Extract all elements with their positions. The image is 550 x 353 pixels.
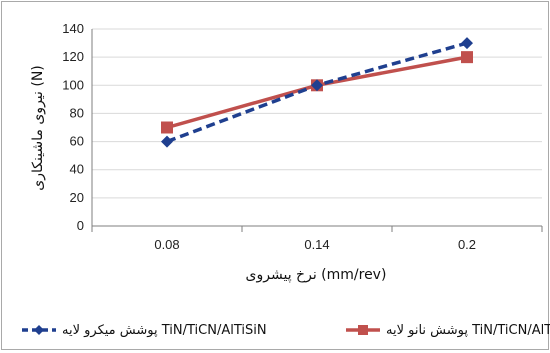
legend-marker [34,325,44,335]
y-tick-label: 20 [70,190,84,205]
y-tick-label: 140 [62,21,84,36]
data-point [461,37,473,50]
y-tick-labels: 0 20 40 60 80 100 120 140 [62,21,84,233]
legend: پوشش نانو لایه TiN/TiCN/AlTiSiN پوشش میکر… [22,323,550,338]
y-tick-label: 60 [70,134,84,149]
x-tick-label: 0.2 [458,237,476,252]
legend-marker [358,325,368,335]
y-axis-label: نیروی ماشینکاری (N) [30,65,46,191]
legend-label: پوشش نانو لایه TiN/TiCN/AlTiSiN [386,323,550,338]
data-point [161,135,173,148]
x-tick-label: 0.14 [304,237,329,252]
y-tick-label: 100 [62,77,84,92]
y-tick-label: 40 [70,162,84,177]
data-point [161,121,173,134]
data-point [311,79,323,92]
y-tick-label: 0 [77,218,84,233]
y-tick-label: 120 [62,49,84,64]
data-point [461,51,473,64]
legend-label: پوشش میکرو لایه TiN/TiCN/AlTiSiN [62,323,267,338]
x-tick-label: 0.08 [154,237,179,252]
series-group [161,37,473,148]
gridlines [91,28,543,232]
y-tick-label: 80 [70,105,84,120]
series-line [166,41,468,144]
series-line [166,55,468,130]
x-tick-labels: 0.08 0.14 0.2 [154,237,476,252]
x-axis-label: نرخ پیشروی (mm/rev) [246,267,387,283]
